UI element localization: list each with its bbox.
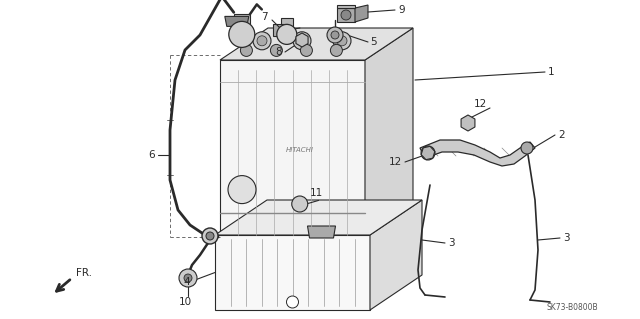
Text: SK73-B0800B: SK73-B0800B (547, 303, 598, 313)
Circle shape (333, 32, 351, 50)
Text: HITACHI: HITACHI (285, 147, 314, 153)
Circle shape (257, 36, 267, 46)
Text: FR.: FR. (76, 268, 92, 278)
Circle shape (292, 196, 308, 212)
Polygon shape (420, 140, 535, 166)
Circle shape (341, 10, 351, 20)
Circle shape (253, 32, 271, 50)
Circle shape (202, 228, 218, 244)
Polygon shape (355, 5, 368, 22)
Polygon shape (225, 16, 249, 26)
Circle shape (228, 175, 256, 204)
Polygon shape (365, 28, 413, 240)
Circle shape (184, 274, 192, 282)
Text: 6: 6 (148, 150, 155, 160)
Text: 12: 12 (388, 157, 402, 167)
Text: 3: 3 (448, 238, 454, 248)
Polygon shape (234, 14, 250, 28)
Circle shape (287, 296, 298, 308)
Text: 11: 11 (310, 188, 323, 198)
Polygon shape (307, 226, 335, 238)
Circle shape (421, 146, 435, 160)
Text: 12: 12 (474, 99, 486, 109)
Text: 4: 4 (184, 277, 190, 287)
Circle shape (300, 44, 312, 56)
Text: 8: 8 (275, 47, 282, 57)
Circle shape (330, 44, 342, 56)
Circle shape (327, 27, 343, 43)
Circle shape (297, 36, 307, 46)
Circle shape (337, 36, 347, 46)
Polygon shape (337, 8, 355, 22)
Text: 5: 5 (370, 37, 376, 47)
Polygon shape (220, 60, 365, 240)
Text: 1: 1 (548, 67, 555, 77)
Circle shape (331, 31, 339, 39)
Text: 10: 10 (179, 297, 191, 307)
Polygon shape (215, 200, 422, 235)
Circle shape (206, 232, 214, 240)
Circle shape (179, 269, 197, 287)
Circle shape (293, 32, 311, 50)
Polygon shape (370, 200, 422, 310)
Polygon shape (281, 19, 293, 29)
Polygon shape (337, 5, 355, 8)
Text: 9: 9 (398, 5, 404, 15)
Polygon shape (273, 24, 288, 36)
Text: 3: 3 (563, 233, 570, 243)
Text: 7: 7 (261, 12, 268, 22)
Polygon shape (215, 235, 370, 310)
Circle shape (521, 142, 533, 154)
Circle shape (270, 44, 282, 56)
Text: 2: 2 (558, 130, 564, 140)
Polygon shape (220, 28, 413, 60)
Circle shape (277, 24, 297, 44)
Circle shape (241, 44, 252, 56)
Circle shape (229, 21, 255, 48)
